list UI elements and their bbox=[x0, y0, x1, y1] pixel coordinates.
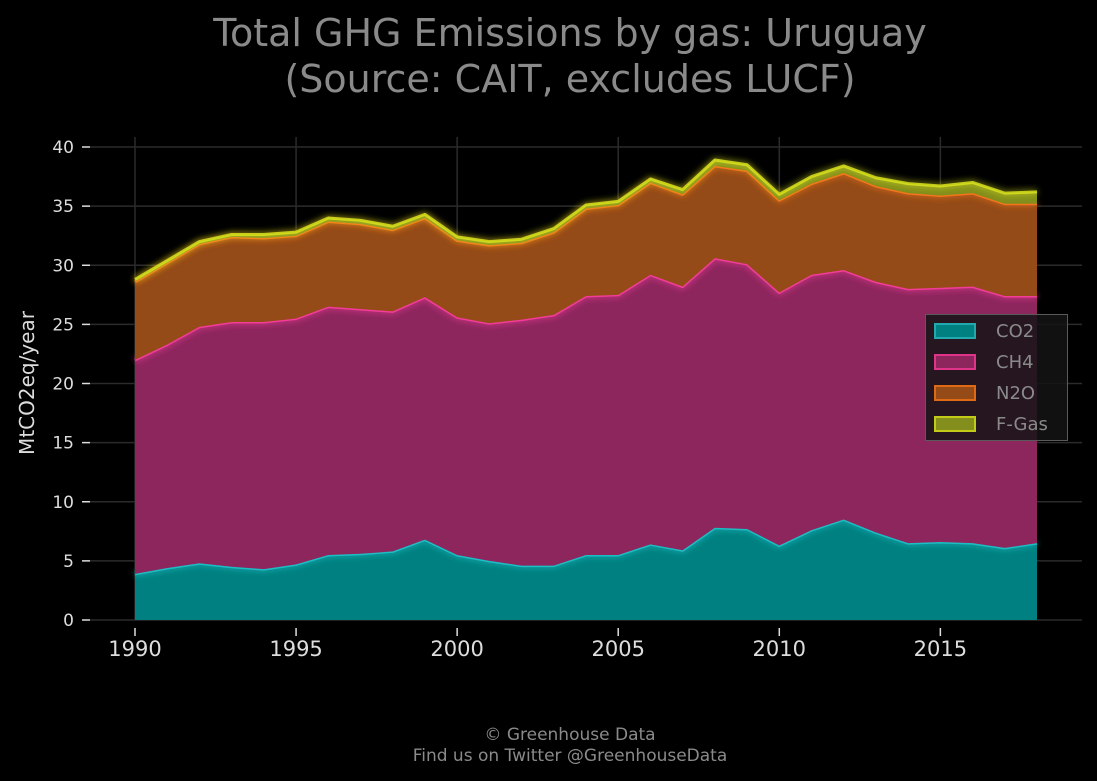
x-tick-label-2015: 2015 bbox=[914, 637, 967, 661]
x-tick-label-1990: 1990 bbox=[108, 637, 161, 661]
chart-title-line2: (Source: CAIT, excludes LUCF) bbox=[284, 57, 856, 101]
axes: 0 5 10 15 20 25 30 35 40 1990 1995 2000 2005 2010 2015… bbox=[15, 138, 967, 661]
y-tick-label-35: 35 bbox=[52, 197, 74, 217]
legend-swatch-co2 bbox=[934, 323, 976, 339]
x-tick-label-2005: 2005 bbox=[591, 637, 644, 661]
footer-twitter: Find us on Twitter @GreenhouseData bbox=[412, 746, 728, 766]
series-line-f-gas bbox=[134, 158, 1038, 281]
legend-swatch-ch4 bbox=[934, 354, 976, 370]
y-tick-label-20: 20 bbox=[52, 375, 74, 395]
x-tick-label-2010: 2010 bbox=[753, 637, 806, 661]
legend-label-fgas: F-Gas bbox=[996, 413, 1048, 435]
legend-label-n2o: N2O bbox=[996, 382, 1036, 404]
y-tick-label-0: 0 bbox=[63, 611, 74, 631]
y-tick-label-15: 15 bbox=[52, 434, 74, 454]
legend-swatch-n2o bbox=[934, 385, 976, 401]
legend-item-n2o: N2O bbox=[934, 382, 1036, 404]
y-tick-label-25: 25 bbox=[52, 315, 74, 335]
y-tick-label-30: 30 bbox=[52, 256, 74, 276]
stacked-areas bbox=[134, 158, 1038, 620]
area-ch4 bbox=[135, 258, 1037, 574]
chart-title: Total GHG Emissions by gas: Uruguay (Sou… bbox=[0, 10, 1097, 102]
legend-swatch-fgas bbox=[934, 416, 976, 432]
y-tick-label-10: 10 bbox=[52, 493, 74, 513]
legend-item-ch4: CH4 bbox=[934, 351, 1034, 373]
legend: CO2 CH4 N2O F-Gas bbox=[925, 314, 1068, 441]
y-tick-label-40: 40 bbox=[52, 138, 74, 158]
chart-title-line1: Total GHG Emissions by gas: Uruguay bbox=[213, 11, 927, 55]
legend-label-ch4: CH4 bbox=[996, 351, 1034, 373]
x-tick-label-2000: 2000 bbox=[430, 637, 483, 661]
y-axis-label: MtCO2eq/year bbox=[15, 310, 39, 455]
area-co2 bbox=[135, 519, 1037, 620]
footer-copyright: © Greenhouse Data bbox=[484, 725, 656, 745]
legend-item-co2: CO2 bbox=[934, 320, 1035, 342]
x-tick-label-1995: 1995 bbox=[269, 637, 322, 661]
legend-item-fgas: F-Gas bbox=[934, 413, 1048, 435]
y-tick-label-5: 5 bbox=[63, 552, 74, 572]
legend-label-co2: CO2 bbox=[996, 320, 1035, 342]
area-n2o bbox=[135, 165, 1037, 360]
